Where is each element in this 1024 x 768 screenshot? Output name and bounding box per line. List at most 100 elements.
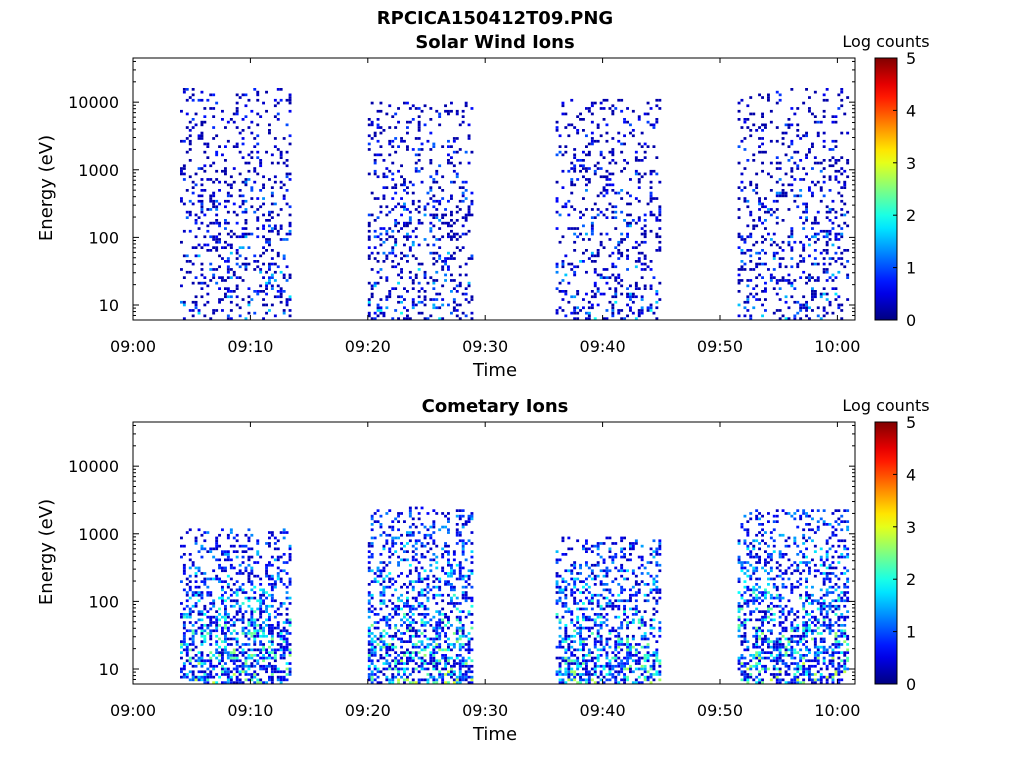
spectrogram-cell	[784, 131, 788, 135]
spectrogram-cell	[388, 681, 392, 684]
spectrogram-cell	[215, 246, 219, 249]
spectrogram-cell	[200, 654, 204, 657]
spectrogram-cell	[373, 219, 377, 222]
spectrogram-cell	[790, 235, 794, 239]
spectrogram-cell	[241, 632, 245, 635]
spectrogram-cell	[288, 618, 292, 622]
spectrogram-cell	[787, 145, 791, 148]
spectrogram-cell	[461, 115, 465, 118]
spectrogram-cell	[200, 205, 204, 209]
spectrogram-cell	[629, 298, 632, 301]
spectrogram-cell	[235, 610, 239, 613]
spectrogram-cell	[262, 648, 265, 652]
spectrogram-cell	[634, 643, 638, 646]
spectrogram-cell	[403, 681, 406, 684]
spectrogram-cell	[417, 205, 421, 209]
spectrogram-cell	[224, 240, 227, 244]
spectrogram-cell	[180, 675, 183, 679]
spectrogram-cell	[226, 199, 230, 203]
spectrogram-cell	[617, 251, 621, 255]
spectrogram-cell	[385, 186, 389, 189]
spectrogram-cell	[273, 295, 277, 299]
spectrogram-cell	[447, 531, 450, 534]
spectrogram-cell	[191, 262, 195, 266]
spectrogram-cell	[244, 664, 248, 668]
spectrogram-cell	[790, 249, 794, 252]
spectrogram-cell	[224, 279, 227, 282]
spectrogram-cell	[450, 648, 453, 652]
spectrogram-cell	[268, 544, 271, 548]
spectrogram-cell	[761, 314, 764, 318]
spectrogram-cell	[411, 670, 415, 674]
spectrogram-cell	[411, 588, 415, 592]
spectrogram-cell	[203, 572, 207, 575]
spectrogram-cell	[265, 563, 268, 567]
spectrogram-cell	[265, 303, 268, 307]
spectrogram-cell	[232, 673, 236, 676]
spectrogram-cell	[634, 654, 638, 657]
spectrogram-cell	[444, 640, 447, 643]
spectrogram-cell	[385, 648, 389, 652]
spectrogram-cell	[447, 681, 450, 684]
spectrogram-cell	[831, 156, 835, 159]
spectrogram-cell	[790, 246, 794, 249]
spectrogram-cell	[558, 662, 562, 665]
spectrogram-cell	[406, 235, 409, 239]
spectrogram-cell	[587, 626, 591, 630]
spectrogram-cell	[232, 536, 236, 540]
spectrogram-cell	[799, 194, 803, 198]
spectrogram-cell	[737, 607, 741, 611]
spectrogram-cell	[447, 257, 450, 260]
spectrogram-cell	[373, 648, 377, 652]
spectrogram-cell	[400, 572, 403, 575]
spectrogram-cell	[235, 142, 239, 146]
spectrogram-cell	[212, 309, 216, 312]
spectrogram-cell	[813, 257, 817, 260]
spectrogram-cell	[209, 662, 213, 665]
spectrogram-cell	[215, 673, 219, 676]
spectrogram-cell	[200, 618, 204, 622]
spectrogram-cell	[279, 180, 283, 184]
spectrogram-cell	[429, 558, 433, 562]
spectrogram-cell	[564, 254, 568, 258]
spectrogram-cell	[831, 115, 835, 118]
spectrogram-cell	[403, 673, 406, 676]
spectrogram-cell	[191, 202, 195, 206]
spectrogram-cell	[250, 634, 254, 638]
spectrogram-cell	[590, 120, 594, 124]
spectrogram-cell	[464, 648, 468, 652]
spectrogram-cell	[617, 309, 621, 312]
spectrogram-cell	[420, 523, 424, 526]
spectrogram-cell	[802, 257, 806, 260]
spectrogram-cell	[235, 539, 239, 543]
spectrogram-cell	[743, 662, 747, 665]
spectrogram-cell	[229, 235, 233, 239]
spectrogram-cell	[203, 547, 207, 551]
spectrogram-cell	[235, 637, 239, 641]
spectrogram-cell	[793, 194, 797, 198]
spectrogram-cell	[215, 634, 219, 638]
spectrogram-cell	[579, 632, 582, 635]
spectrogram-cell	[373, 667, 377, 671]
spectrogram-cell	[432, 525, 436, 529]
spectrogram-cell	[423, 536, 427, 540]
spectrogram-cell	[382, 599, 386, 603]
spectrogram-cell	[394, 137, 398, 140]
spectrogram-cell	[182, 167, 186, 170]
spectrogram-cell	[576, 159, 580, 162]
spectrogram-cell	[590, 659, 594, 663]
spectrogram-cell	[813, 295, 817, 299]
spectrogram-cell	[470, 637, 474, 641]
spectrogram-cell	[194, 183, 198, 187]
spectrogram-cell	[400, 276, 403, 279]
spectrogram-cell	[772, 287, 776, 290]
spectrogram-cell	[452, 553, 456, 556]
spectrogram-cell	[417, 290, 421, 293]
spectrogram-cell	[268, 229, 271, 233]
spectrogram-cell	[394, 240, 398, 244]
spectrogram-cell	[608, 604, 612, 608]
spectrogram-cell	[259, 596, 263, 600]
spectrogram-cell	[238, 235, 242, 239]
spectrogram-cell	[634, 580, 638, 583]
spectrogram-cell	[778, 194, 782, 198]
